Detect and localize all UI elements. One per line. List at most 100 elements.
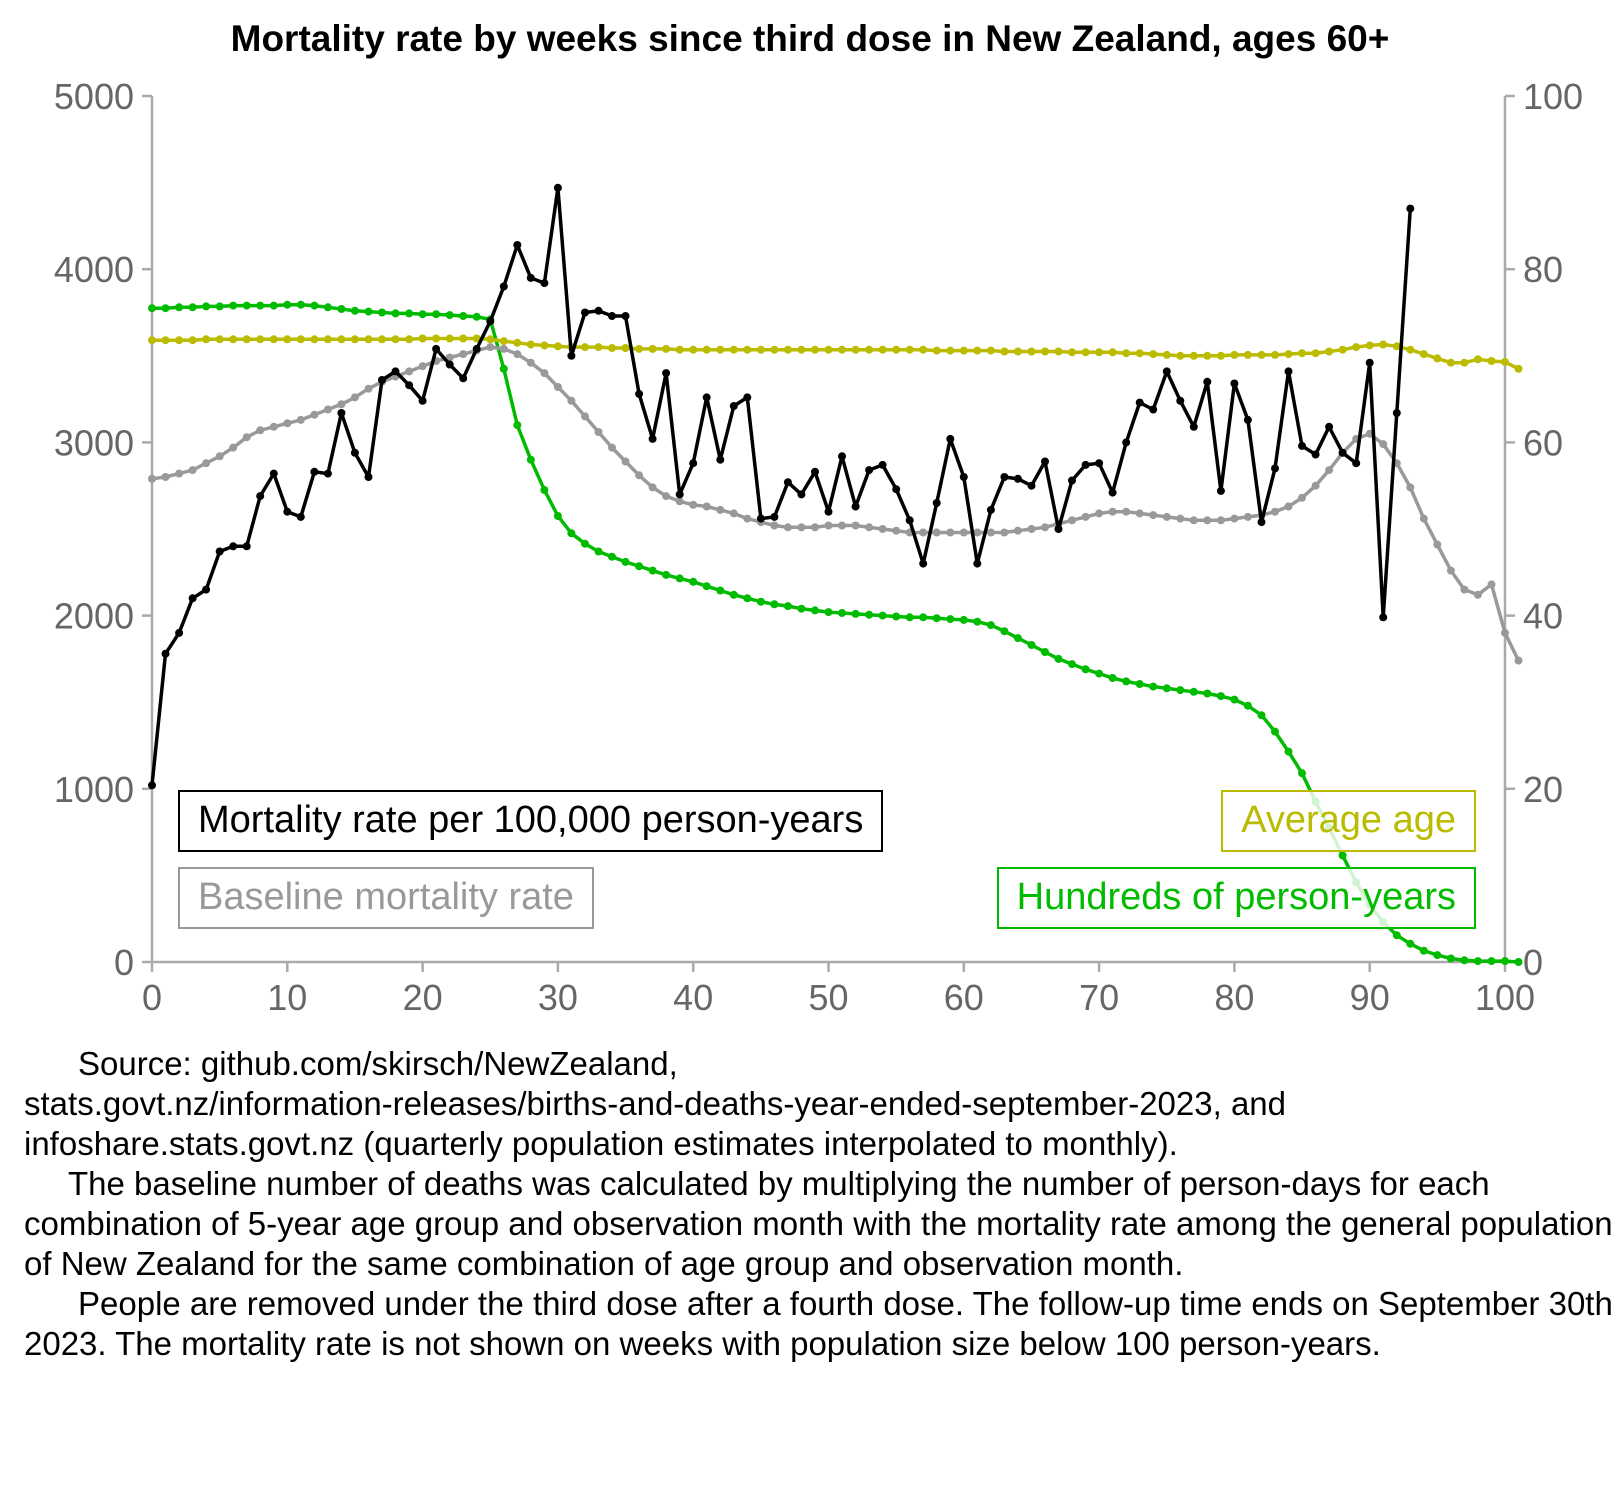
average-age-point	[1243, 350, 1252, 359]
baseline-mortality-rate-point	[486, 343, 495, 352]
average-age-point	[675, 345, 684, 354]
average-age-point	[1392, 342, 1401, 351]
legend-person-years: Hundreds of person-years	[996, 867, 1476, 929]
hundreds-of-person-years-point	[973, 617, 982, 626]
baseline-mortality-rate-point	[175, 469, 184, 478]
average-age-point	[513, 338, 522, 347]
hundreds-of-person-years-point	[783, 602, 792, 611]
average-age-point	[553, 342, 562, 351]
baseline-mortality-rate-point	[323, 405, 332, 414]
y-right-tick-label: 40	[1523, 596, 1563, 637]
mortality-rate-per-100-000-person-years-point	[1311, 450, 1320, 459]
mortality-rate-per-100-000-person-years-point	[1325, 422, 1334, 431]
mortality-rate-per-100-000-person-years-point	[1406, 204, 1415, 213]
hundreds-of-person-years-point	[459, 312, 468, 320]
mortality-rate-per-100-000-person-years-point	[229, 542, 238, 551]
average-age-point	[838, 345, 846, 354]
baseline-mortality-rate-point	[1135, 509, 1144, 518]
average-age-point	[418, 334, 427, 343]
x-tick-label: 0	[142, 977, 162, 1018]
average-age-point	[1487, 357, 1496, 365]
average-age-point	[892, 345, 901, 354]
mortality-rate-per-100-000-person-years-point	[499, 282, 508, 291]
mortality-rate-per-100-000-person-years-point	[1054, 525, 1063, 533]
average-age-point	[1460, 358, 1469, 367]
hundreds-of-person-years-point	[594, 547, 603, 556]
hundreds-of-person-years-point	[472, 312, 481, 321]
baseline-mortality-rate-point	[1027, 525, 1036, 533]
hundreds-of-person-years-point	[1203, 689, 1212, 698]
baseline-mortality-rate-point	[648, 483, 657, 492]
average-age-point	[1013, 347, 1022, 356]
average-age-point	[1501, 357, 1509, 366]
average-age-point	[581, 343, 589, 352]
baseline-mortality-rate-point	[824, 521, 833, 530]
mortality-rate-per-100-000-person-years-point	[337, 409, 346, 417]
mortality-rate-per-100-000-person-years-line	[150, 186, 1413, 786]
hundreds-of-person-years-point	[1271, 727, 1279, 736]
average-age-point	[364, 335, 373, 344]
hundreds-of-person-years-point	[1000, 627, 1009, 636]
mortality-rate-per-100-000-person-years-point	[161, 649, 170, 658]
mortality-rate-per-100-000-person-years-point	[188, 594, 197, 603]
average-age-point	[1473, 355, 1482, 364]
average-age-point	[1000, 347, 1009, 356]
hundreds-of-person-years-point	[553, 512, 562, 520]
hundreds-of-person-years-line	[152, 302, 1519, 964]
average-age-point	[337, 335, 346, 344]
baseline-mortality-rate-point	[1230, 514, 1239, 523]
hundreds-of-person-years-point	[1189, 687, 1198, 696]
mortality-rate-per-100-000-person-years-point	[811, 467, 819, 476]
average-age-point	[878, 345, 887, 354]
baseline-mortality-rate-point	[959, 528, 968, 537]
hundreds-of-person-years-point	[202, 302, 211, 311]
baseline-mortality-rate-point	[919, 528, 928, 537]
mortality-rate-per-100-000-person-years-point	[1162, 367, 1171, 376]
hundreds-of-person-years-point	[946, 615, 955, 624]
mortality-rate-per-100-000-person-years-point	[716, 455, 725, 464]
baseline-mortality-rate-point	[1419, 514, 1428, 523]
average-age-point	[770, 345, 779, 354]
hundreds-of-person-years-point	[310, 301, 319, 310]
hundreds-of-person-years-point	[188, 303, 197, 312]
hundreds-of-person-years-point	[851, 609, 860, 618]
baseline-mortality-rate-point	[1379, 440, 1388, 449]
hundreds-of-person-years-point	[581, 539, 589, 548]
average-age-point	[175, 336, 184, 345]
baseline-mortality-rate-point	[1271, 507, 1279, 516]
baseline-mortality-rate-point	[689, 500, 698, 509]
average-age-point	[959, 346, 968, 355]
mortality-rate-per-100-000-person-years-point	[635, 389, 644, 398]
baseline-mortality-rate-point	[851, 521, 860, 530]
baseline-mortality-rate-point	[1189, 516, 1198, 525]
mortality-rate-per-100-000-person-years-point	[1243, 415, 1252, 424]
mortality-rate-per-100-000-person-years-point	[702, 393, 711, 402]
average-age-point	[1298, 349, 1306, 358]
average-age-point	[405, 335, 414, 344]
average-age-point	[1433, 354, 1442, 363]
mortality-rate-per-100-000-person-years-point	[770, 512, 779, 521]
average-age-point	[256, 335, 265, 344]
hundreds-of-person-years-point	[269, 301, 278, 310]
hundreds-of-person-years-point	[405, 309, 414, 318]
average-age-point	[242, 335, 251, 344]
mortality-rate-per-100-000-person-years-point	[1149, 405, 1158, 414]
hundreds-of-person-years-point	[729, 590, 738, 599]
mortality-rate-per-100-000-person-years-point	[959, 473, 968, 481]
mortality-rate-per-100-000-person-years-point	[797, 490, 806, 499]
mortality-rate-per-100-000-person-years-point	[675, 490, 684, 499]
average-age-point	[161, 336, 170, 345]
mortality-rate-per-100-000-person-years-point	[364, 473, 373, 481]
baseline-mortality-rate-point	[838, 521, 846, 530]
mortality-rate-per-100-000-person-years-point	[1352, 459, 1361, 468]
average-age-point	[540, 341, 549, 350]
y-left-tick-label: 5000	[54, 76, 134, 117]
mortality-rate-per-100-000-person-years-point	[486, 317, 495, 326]
average-age-point	[445, 334, 454, 343]
average-age-point	[1230, 350, 1239, 359]
baseline-mortality-rate-point	[1041, 523, 1049, 532]
y-right-tick-label: 100	[1523, 76, 1583, 117]
mortality-rate-per-100-000-person-years-point	[1068, 476, 1076, 485]
average-age-point	[378, 335, 386, 344]
average-age-point	[526, 340, 535, 349]
